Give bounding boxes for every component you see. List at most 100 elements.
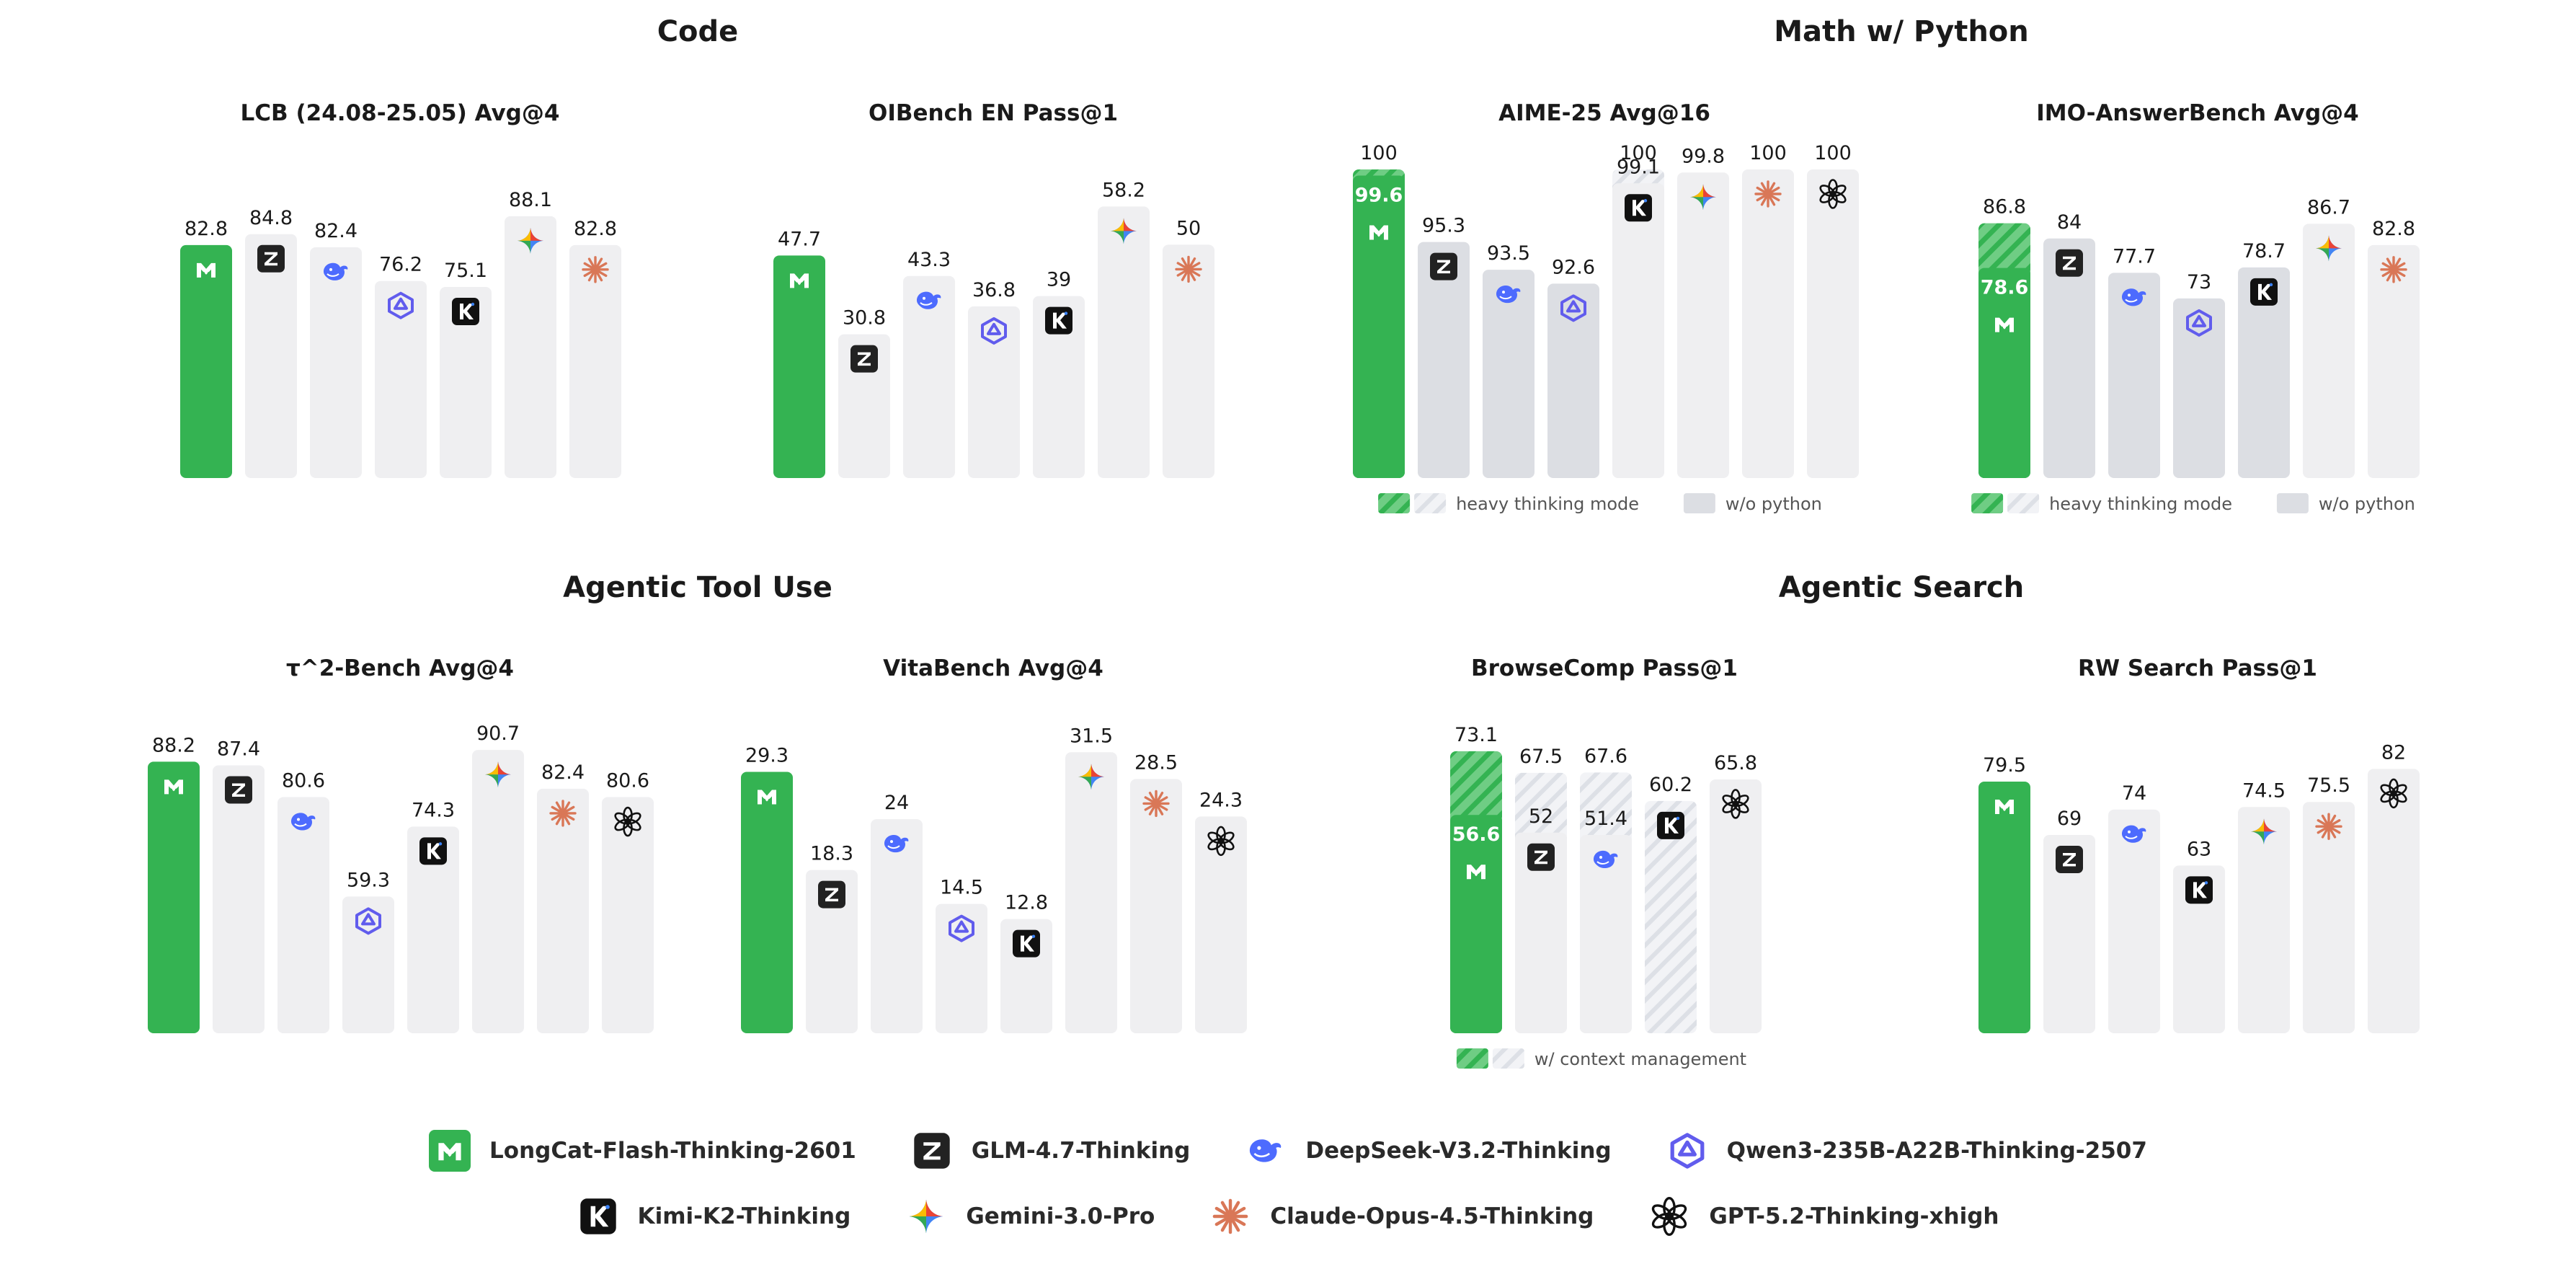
deepseek-icon — [917, 291, 941, 309]
bar-group-kimi: 12.8 — [1000, 892, 1052, 1033]
bar-group-gemini: 88.1 — [505, 189, 556, 478]
bar-group-qwen: 14.5 — [936, 877, 987, 1033]
bar-group-claude: 75.5 — [2303, 774, 2355, 1033]
bar-gemini — [1065, 752, 1117, 1033]
legend-swatch — [1492, 1048, 1524, 1069]
gemini-icon — [1690, 184, 1716, 211]
bar-group-gpt: 100 — [1807, 142, 1859, 478]
bar-group-deepseek: 93.5 — [1483, 242, 1535, 478]
value-label-glm: 84 — [2057, 211, 2082, 234]
value-label-longcat: 79.5 — [1983, 754, 2026, 777]
bar-claude — [2303, 802, 2355, 1033]
subchart-title: VitaBench Avg@4 — [883, 655, 1103, 681]
bar-gpt — [1807, 169, 1859, 478]
gpt-icon — [1652, 1196, 1687, 1237]
qwen-icon — [355, 907, 381, 935]
deepseek-icon — [2122, 825, 2146, 843]
value-label-gemini: 88.1 — [509, 189, 552, 211]
bar-hatched-kimi — [1645, 800, 1697, 1033]
bar-longcat — [180, 244, 232, 478]
value-label-gemini: 90.7 — [476, 722, 520, 745]
value-label-gpt: 24.3 — [1199, 789, 1243, 811]
value-label-glm: 84.8 — [249, 207, 293, 229]
longcat-icon — [164, 779, 183, 795]
bar-gpt — [1710, 779, 1762, 1033]
bar-qwen — [342, 896, 394, 1033]
legend-item-gpt: GPT-5.2-Thinking-xhigh — [1648, 1195, 1999, 1237]
bar-deepseek — [871, 819, 923, 1033]
subchart-8: RW Search Pass@1 79.5 69 74 63 74.5 75.5 82 — [1978, 655, 2420, 1033]
legend-item-qwen: Qwen3-235B-A22B-Thinking-2507 — [1666, 1130, 2147, 1172]
value-label-gpt: 80.6 — [606, 770, 649, 792]
legend-label-glm: GLM-4.7-Thinking — [971, 1138, 1191, 1164]
value-label-deepseek: 82.4 — [314, 220, 357, 242]
glm-icon — [914, 1133, 950, 1169]
value-label-kimi: 75.1 — [444, 260, 487, 282]
legend-swatch — [2276, 493, 2309, 513]
bar-group-qwen: 76.2 — [375, 254, 427, 478]
deepseek-icon — [291, 813, 316, 831]
value-label-gpt: 65.8 — [1714, 752, 1757, 774]
value-label-glm: 18.3 — [810, 843, 853, 865]
gemini-icon — [518, 227, 543, 254]
bar-longcat — [1978, 268, 2030, 478]
value-label-gpt: 82 — [2381, 741, 2406, 764]
bar-group-claude: 28.5 — [1130, 751, 1182, 1033]
qwen-icon — [1670, 1133, 1704, 1169]
bar-glm — [838, 334, 890, 478]
bar-group-longcat: 100 99.6 — [1353, 142, 1405, 478]
qwen-icon — [1670, 1133, 1704, 1169]
value-label-glm: 30.8 — [843, 307, 886, 330]
value-label-gemini: 99.8 — [1682, 145, 1725, 167]
legend-label-gemini: Gemini-3.0-Pro — [966, 1203, 1155, 1229]
legend-item-kimi: Kimi-K2-Thinking — [577, 1195, 850, 1237]
bar-group-glm: 87.4 — [213, 738, 265, 1033]
bar-gemini — [472, 750, 524, 1033]
legend-swatch — [1683, 493, 1715, 513]
bar-group-longcat: 73.1 56.6 — [1450, 724, 1502, 1033]
bar-group-deepseek: 82.4 — [310, 220, 362, 478]
bar-gpt — [602, 797, 654, 1033]
longcat-icon — [438, 1143, 461, 1161]
claude-icon — [582, 256, 609, 283]
bar-group-qwen: 92.6 — [1547, 256, 1599, 478]
bar-group-glm: 84 — [2043, 211, 2095, 478]
glm-icon — [818, 880, 845, 909]
bar-longcat — [773, 255, 825, 478]
bar-group-kimi: 60.2 — [1645, 774, 1697, 1033]
legend-item-claude: Claude-Opus-4.5-Thinking — [1209, 1195, 1594, 1237]
kimi-icon — [419, 837, 447, 865]
bar-longcat — [148, 761, 200, 1033]
deepseek-icon — [1594, 850, 1618, 869]
model-legend-row-2: Kimi-K2-Thinking Gemini-3.0-Pro Claude-Opu… — [0, 1195, 2576, 1237]
value-label-deepseek: 51.4 — [1584, 808, 1627, 830]
bar-deepseek — [1580, 835, 1632, 1033]
value-label-longcat: 56.6 — [1452, 823, 1501, 846]
bar-claude — [1163, 244, 1214, 478]
value-label-deepseek: 74 — [2122, 782, 2146, 805]
kimi-icon — [452, 297, 479, 325]
gemini-icon — [1111, 218, 1137, 244]
subchart-7: BrowseComp Pass@173.156.667.55267.651.46… — [1450, 655, 1762, 1069]
bar-group-qwen: 59.3 — [342, 869, 394, 1033]
legend-label: heavy thinking mode — [2049, 494, 2232, 514]
subchart-1: LCB (24.08-25.05) Avg@4 82.8 84.8 82.4 76.2 7… — [180, 100, 621, 478]
value-label-hatched-deepseek: 67.6 — [1584, 745, 1627, 767]
subchart-title: OIBench EN Pass@1 — [869, 100, 1118, 126]
bar-glm — [245, 234, 297, 478]
value-label-qwen: 73 — [2187, 271, 2211, 293]
subchart-6: VitaBench Avg@4 29.3 18.3 24 14.5 12.8 31.5 28.… — [741, 655, 1247, 1033]
value-label-hatched-kimi: 100 — [1620, 142, 1657, 164]
subchart-title: RW Search Pass@1 — [2078, 655, 2317, 681]
legend-swatch — [1456, 1048, 1488, 1069]
value-label-glm: 95.3 — [1422, 215, 1465, 237]
bar-group-gpt: 82 — [2368, 741, 2420, 1033]
claude-icon — [1213, 1198, 1248, 1234]
glm-icon — [914, 1133, 950, 1169]
value-label-qwen: 76.2 — [379, 254, 422, 276]
bar-glm — [2043, 835, 2095, 1033]
gemini-icon — [909, 1199, 943, 1234]
value-label-kimi: 78.7 — [2242, 240, 2286, 262]
